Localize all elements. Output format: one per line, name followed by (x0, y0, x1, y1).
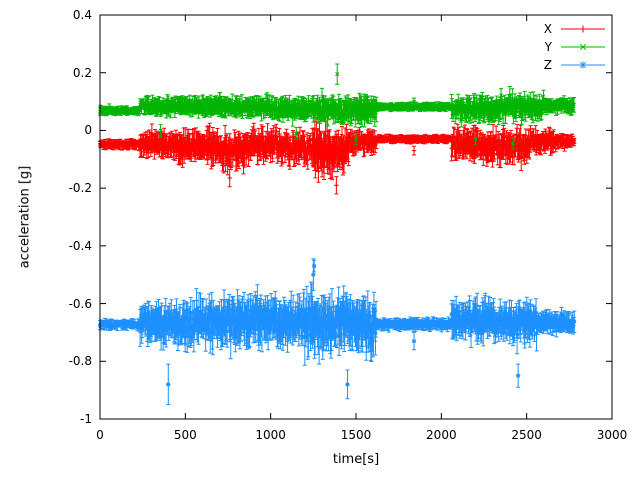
x-tick-label: 0 (96, 428, 104, 442)
legend-entry-y: Y (522, 38, 608, 56)
x-axis-title: time[s] (332, 452, 380, 467)
x-tick-label: 1500 (340, 428, 372, 442)
legend-sample-z-icon (561, 61, 605, 69)
y-tick-label: 0.2 (72, 65, 92, 80)
y-tick-label: -0.2 (68, 181, 92, 196)
y-tick-label: 0 (84, 123, 92, 138)
y-tick-label: -0.4 (68, 238, 92, 253)
legend-label-z: Z (543, 58, 552, 72)
x-tick-label: 2000 (426, 428, 457, 442)
legend-entry-x: X (522, 20, 608, 38)
y-tick-label: -1 (80, 412, 92, 426)
legend-sample-y-icon (561, 43, 605, 51)
x-tick-label: 500 (173, 428, 197, 442)
x-tick-label: 2500 (511, 428, 542, 442)
y-axis-title: acceleration [g] (17, 165, 33, 269)
y-tick-label: -0.6 (68, 296, 92, 311)
x-tick-label: 3000 (596, 428, 628, 442)
legend-label-y: Y (544, 40, 552, 54)
y-tick-label: 0.4 (72, 8, 92, 22)
legend-entry-z: Z (522, 56, 608, 74)
legend-label-x: X (543, 22, 552, 36)
y-tick-label: -0.8 (68, 354, 92, 369)
x-tick-label: 1000 (255, 428, 286, 442)
legend-sample-x-icon (561, 25, 605, 33)
